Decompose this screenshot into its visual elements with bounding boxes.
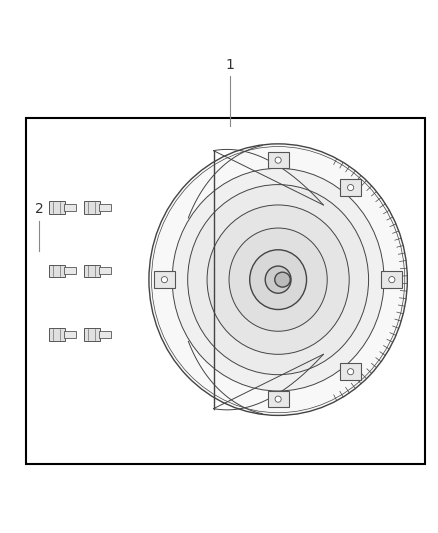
Bar — [26, 118, 425, 464]
Bar — [99, 268, 111, 274]
Bar — [99, 331, 111, 338]
FancyBboxPatch shape — [154, 271, 175, 288]
Bar — [99, 204, 111, 211]
Ellipse shape — [229, 228, 327, 331]
Ellipse shape — [250, 250, 307, 310]
Ellipse shape — [187, 184, 368, 375]
FancyBboxPatch shape — [84, 264, 100, 277]
FancyBboxPatch shape — [268, 391, 289, 407]
Bar — [64, 331, 76, 338]
Ellipse shape — [149, 144, 407, 415]
FancyBboxPatch shape — [268, 152, 289, 168]
Text: 2: 2 — [35, 202, 44, 216]
Ellipse shape — [275, 272, 290, 287]
FancyBboxPatch shape — [49, 328, 65, 341]
Circle shape — [161, 277, 167, 282]
Ellipse shape — [172, 168, 384, 391]
FancyBboxPatch shape — [49, 201, 65, 214]
Circle shape — [275, 396, 281, 402]
FancyBboxPatch shape — [84, 328, 100, 341]
Text: 1: 1 — [226, 58, 234, 71]
Bar — [64, 268, 76, 274]
Circle shape — [275, 157, 281, 163]
Ellipse shape — [265, 266, 291, 293]
FancyBboxPatch shape — [381, 271, 403, 288]
FancyBboxPatch shape — [49, 264, 65, 277]
Bar — [64, 204, 76, 211]
FancyBboxPatch shape — [84, 201, 100, 214]
Circle shape — [389, 277, 395, 282]
FancyBboxPatch shape — [340, 364, 361, 380]
Ellipse shape — [207, 205, 349, 354]
Circle shape — [347, 184, 353, 191]
Circle shape — [347, 369, 353, 375]
FancyBboxPatch shape — [340, 179, 361, 196]
